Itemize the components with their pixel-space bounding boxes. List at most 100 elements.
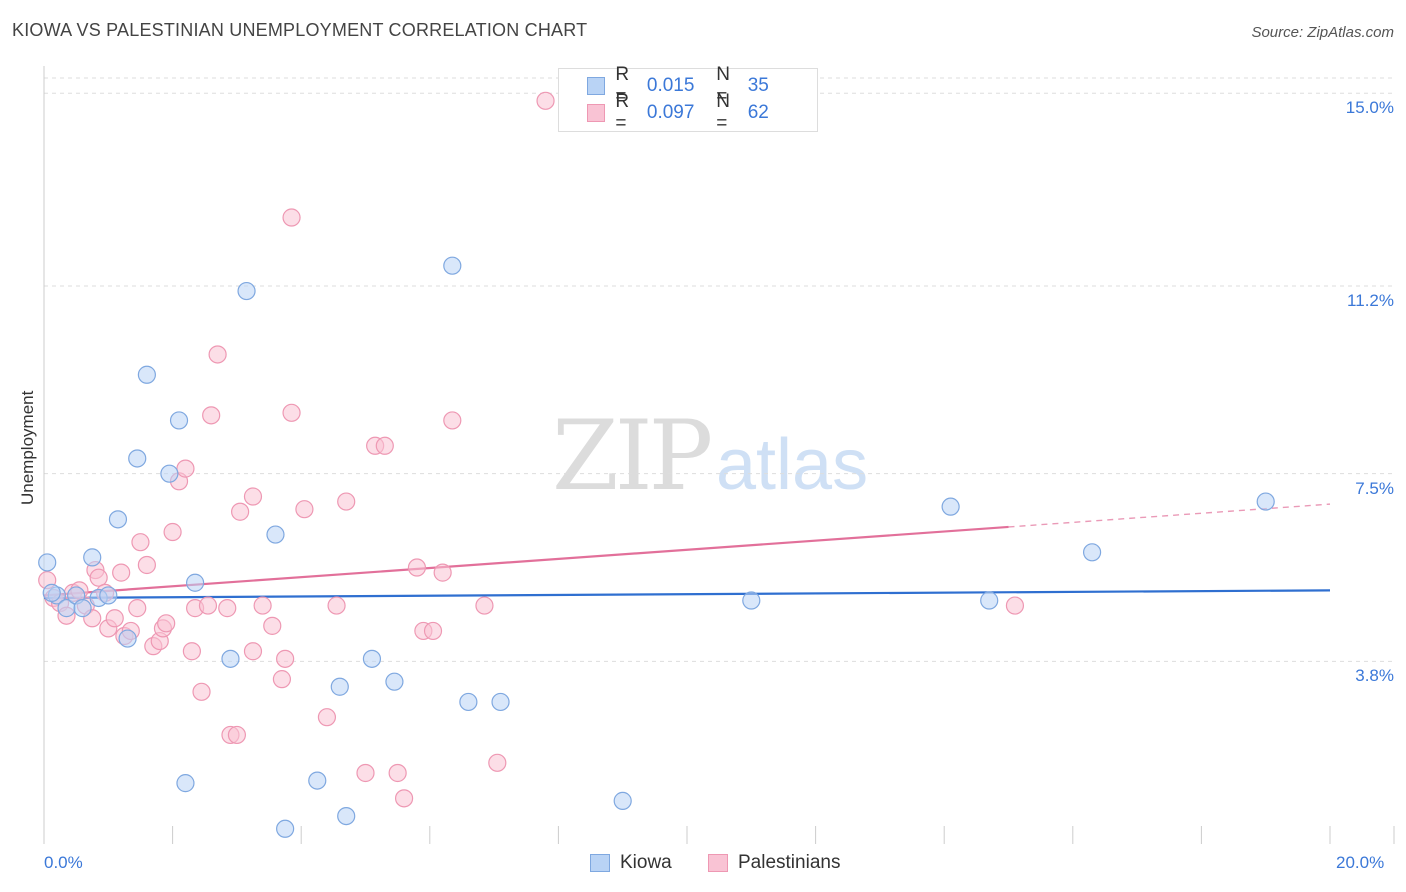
palestinians-n-label: N =	[716, 91, 730, 134]
bottom-legend-kiowa: Kiowa	[590, 852, 672, 874]
kiowa-point	[459, 692, 478, 712]
kiowa-legend-label: Kiowa	[620, 852, 672, 873]
palestinians-point	[443, 411, 462, 430]
palestinians-point	[208, 345, 227, 364]
palestinians-n-value: 62	[747, 102, 769, 123]
palestinians-point	[89, 568, 108, 587]
kiowa-point	[221, 649, 240, 668]
palestinians-point	[112, 563, 131, 582]
palestinians-swatch	[587, 104, 606, 122]
y-tick-label: 3.8%	[1355, 666, 1394, 686]
kiowa-point	[337, 806, 356, 826]
y-tick-label: 15.0%	[1345, 98, 1394, 118]
x-tick-label-max: 20.0%	[1336, 853, 1385, 872]
trend-lines	[43, 503, 1331, 600]
kiowa-point	[443, 256, 462, 275]
kiowa-r-label: R =	[615, 64, 630, 107]
palestinians-r-label: R =	[615, 91, 630, 134]
kiowa-swatch	[587, 77, 606, 95]
palestinians-point	[157, 614, 176, 633]
kiowa-point	[491, 692, 510, 712]
palestinians-point	[282, 403, 301, 422]
kiowa-point	[1256, 492, 1275, 511]
palestinians-point	[327, 596, 346, 615]
palestinians-point	[295, 500, 314, 519]
palestinians-point	[337, 492, 356, 511]
palestinians-point	[198, 596, 218, 615]
kiowa-point	[385, 672, 404, 691]
y-tick-label: 7.5%	[1355, 478, 1394, 498]
palestinians-point	[128, 599, 147, 618]
kiowa-point	[237, 281, 256, 301]
kiowa-point	[128, 449, 147, 468]
watermark-zip: ZIP	[552, 400, 713, 512]
chart-title: KIOWA VS PALESTINIAN UNEMPLOYMENT CORREL…	[12, 20, 588, 40]
palestinians-point	[433, 563, 452, 582]
kiowa-point	[42, 583, 61, 602]
kiowa-point	[108, 510, 128, 529]
source-label: Source: ZipAtlas.com	[1251, 24, 1394, 41]
grid-lines	[44, 77, 1394, 662]
kiowa-point	[742, 591, 761, 610]
kiowa-point	[169, 411, 189, 430]
kiowa-r-value: 0.015	[646, 75, 695, 96]
palestinians-point	[475, 596, 494, 615]
legend-row-kiowa: R = 0.015 N = 35	[587, 64, 817, 107]
palestinians-point	[253, 596, 272, 615]
watermark-atlas: atlas	[716, 425, 869, 505]
kiowa-point	[266, 525, 285, 544]
kiowa-point	[99, 586, 118, 605]
kiowa-point	[137, 365, 156, 384]
palestinians-trend-line	[43, 525, 1009, 597]
y-axis-title: Unemployment	[18, 390, 37, 505]
palestinians-point	[356, 763, 375, 783]
palestinians-point	[263, 616, 282, 635]
kiowa-point	[276, 819, 295, 838]
kiowa-point	[941, 497, 960, 516]
kiowa-point	[362, 649, 382, 668]
palestinians-trend-extension	[1008, 503, 1331, 528]
correlation-legend: R = 0.015 N = 35 R = 0.097 N = 62	[558, 64, 818, 134]
palestinians-point	[276, 649, 295, 668]
kiowa-trend-line	[43, 589, 1331, 600]
kiowa-point	[176, 774, 195, 793]
palestinians-point	[243, 642, 263, 661]
palestinians-point	[407, 558, 427, 577]
kiowa-point	[83, 548, 102, 567]
palestinians-point	[272, 670, 292, 689]
bottom-legend-palestinians: Palestinians	[708, 852, 840, 874]
palestinians-point	[182, 642, 201, 661]
palestinians-point	[227, 725, 246, 745]
palestinians-point	[131, 533, 150, 552]
palestinians-point	[202, 406, 221, 425]
kiowa-point	[980, 591, 999, 610]
palestinians-point	[536, 91, 555, 110]
kiowa-n-value: 35	[747, 75, 769, 96]
kiowa-legend-swatch	[590, 854, 610, 872]
palestinians-point	[192, 682, 211, 701]
palestinians-point	[394, 789, 414, 808]
palestinians-point	[488, 753, 507, 772]
kiowa-point	[38, 553, 57, 572]
kiowa-point	[118, 629, 137, 648]
kiowa-point	[330, 677, 349, 696]
legend-row-palestinians: R = 0.097 N = 62	[587, 91, 817, 134]
axes	[43, 66, 1395, 844]
data-points	[38, 91, 1275, 838]
palestinians-point	[388, 763, 407, 783]
palestinians-legend-label: Palestinians	[738, 852, 841, 873]
palestinians-legend-swatch	[708, 854, 728, 872]
palestinians-point	[317, 708, 337, 727]
kiowa-point	[186, 573, 205, 592]
palestinians-point	[282, 208, 301, 227]
palestinians-point	[423, 621, 443, 641]
palestinians-r-value: 0.097	[646, 102, 695, 123]
palestinians-point	[243, 487, 263, 506]
kiowa-point	[1082, 543, 1102, 562]
x-tick-label-min: 0.0%	[44, 853, 83, 872]
palestinians-point	[231, 502, 250, 521]
palestinians-point	[176, 459, 195, 478]
kiowa-point	[73, 599, 92, 618]
kiowa-point	[160, 464, 179, 483]
